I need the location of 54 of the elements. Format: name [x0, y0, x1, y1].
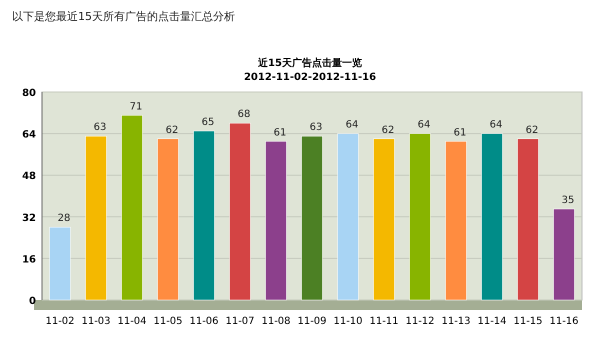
data-label: 64	[346, 120, 358, 131]
x-tick-label: 11-16	[549, 316, 579, 327]
y-tick-label: 80	[22, 88, 36, 99]
y-tick-label: 0	[29, 296, 36, 307]
x-tick-label: 11-09	[297, 316, 327, 327]
data-label: 61	[454, 127, 466, 138]
chart-subtitle: 2012-11-02-2012-11-16	[244, 72, 376, 83]
bar	[373, 138, 395, 300]
bar	[193, 130, 215, 300]
x-tick-label: 11-05	[153, 316, 183, 327]
bar	[445, 141, 467, 300]
x-tick-label: 11-15	[513, 316, 543, 327]
x-tick-label: 11-08	[261, 316, 291, 327]
bar	[265, 141, 287, 300]
bar	[409, 133, 431, 300]
bar	[337, 133, 359, 300]
bar	[553, 208, 575, 300]
data-label: 35	[562, 195, 574, 206]
data-label: 63	[94, 122, 106, 134]
data-label: 68	[238, 109, 250, 120]
data-label: 62	[166, 124, 178, 136]
data-label: 62	[526, 124, 538, 136]
x-tick-label: 11-14	[477, 316, 507, 327]
bar	[301, 136, 323, 300]
y-tick-label: 32	[22, 212, 36, 224]
x-tick-label: 11-12	[405, 316, 435, 327]
y-tick-label: 48	[22, 171, 36, 182]
bar	[481, 133, 503, 300]
x-tick-label: 11-07	[225, 316, 255, 327]
bar	[229, 122, 251, 300]
x-tick-label: 11-11	[369, 316, 399, 327]
data-label: 63	[310, 122, 322, 134]
text: 以下是您最近15天所有广告的点击量汇总分析	[12, 10, 235, 23]
x-tick-label: 11-04	[117, 316, 147, 327]
x-tick-label: 11-02	[45, 316, 75, 327]
x-tick-label: 11-10	[333, 316, 363, 327]
x-tick-label: 11-06	[189, 316, 219, 327]
x-tick-label: 11-03	[81, 316, 111, 327]
bar	[121, 115, 143, 300]
bar	[157, 138, 179, 300]
bar	[49, 226, 71, 300]
data-label: 28	[58, 213, 70, 224]
data-label: 62	[382, 124, 394, 136]
chart-title: 近15天广告点击量一览	[257, 57, 362, 69]
y-tick-label: 16	[22, 254, 36, 266]
data-label: 64	[490, 120, 502, 131]
data-label: 65	[202, 117, 214, 128]
bar	[85, 136, 107, 300]
bar	[517, 138, 539, 300]
data-label: 61	[274, 127, 286, 138]
y-tick-label: 64	[22, 130, 36, 141]
x-tick-label: 11-13	[441, 316, 471, 327]
data-label: 71	[130, 101, 142, 112]
data-label: 64	[418, 120, 430, 131]
